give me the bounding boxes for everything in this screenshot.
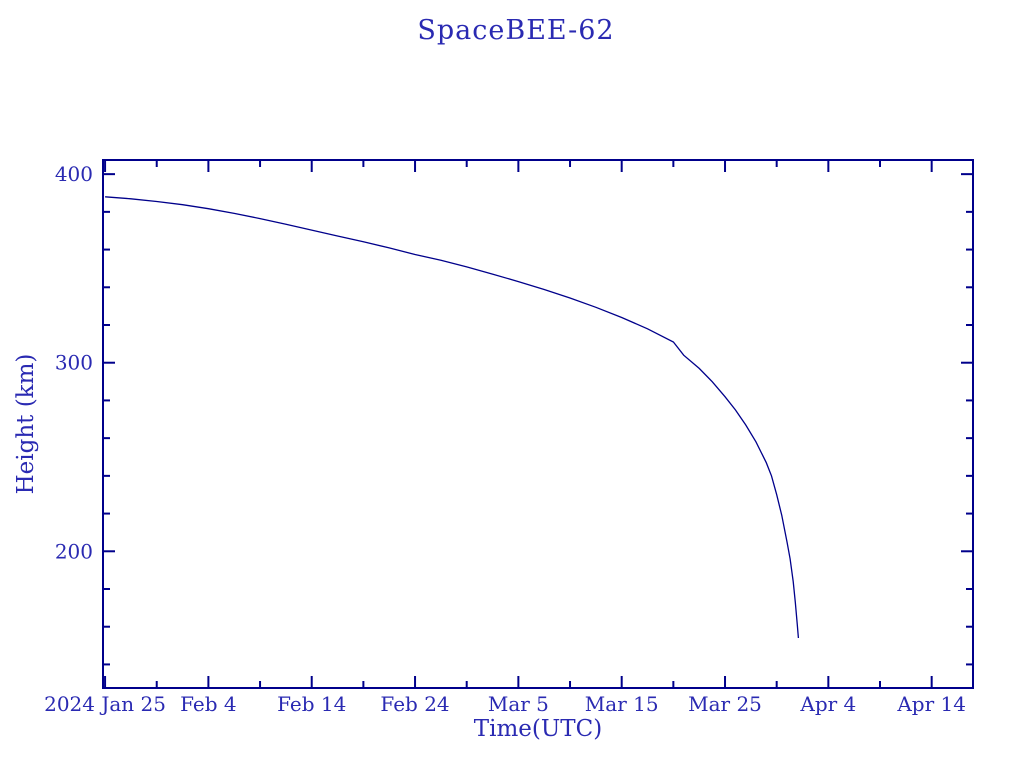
- y-tick-label: 400: [55, 162, 93, 186]
- x-tick-label: 2024 Jan 25: [44, 692, 166, 716]
- y-axis-title: Height (km): [13, 353, 39, 495]
- y-tick-label: 300: [55, 351, 93, 375]
- chart-title: SpaceBEE-62: [417, 15, 615, 46]
- x-tick-label: Feb 4: [180, 692, 237, 716]
- x-tick-label: Mar 25: [688, 692, 762, 716]
- y-tick-label: 200: [55, 539, 93, 563]
- x-axis-title: Time(UTC): [473, 716, 603, 742]
- x-tick-label: Feb 14: [277, 692, 346, 716]
- x-tick-label: Mar 15: [585, 692, 659, 716]
- height-curve: [105, 196, 800, 639]
- plot-frame: [102, 159, 974, 689]
- x-tick-label: Apr 14: [896, 692, 966, 716]
- x-tick-label: Apr 4: [799, 692, 856, 716]
- x-tick-label: Mar 5: [488, 692, 549, 716]
- x-tick-label: Feb 24: [380, 692, 449, 716]
